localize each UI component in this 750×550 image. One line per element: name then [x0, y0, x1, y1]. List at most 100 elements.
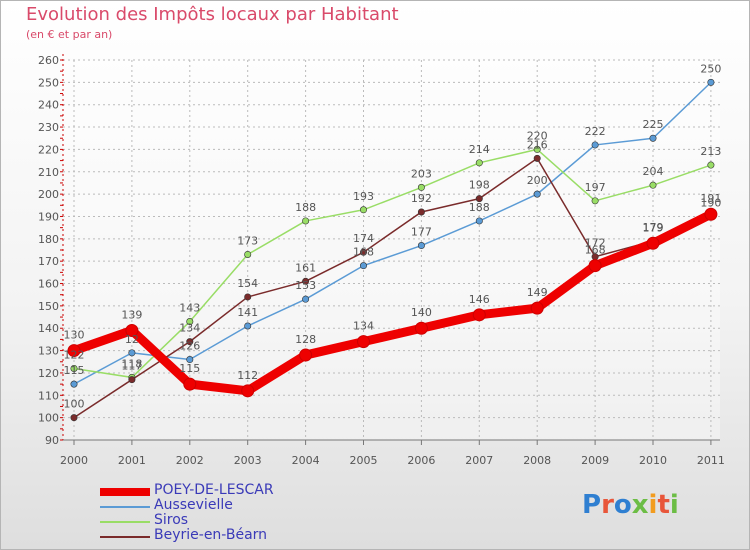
- data-point-aussevielle: [244, 322, 252, 330]
- data-label-beyrie-en-b-arn: 216: [527, 138, 548, 151]
- data-point-poey-de-lescar: [125, 323, 139, 337]
- y-tick-label: 100: [38, 412, 59, 425]
- x-tick-label: 2005: [350, 454, 378, 467]
- chart-title: Evolution des Impôts locaux par Habitant: [26, 4, 399, 25]
- data-point-beyrie-en-b-arn: [417, 208, 425, 216]
- data-point-siros: [707, 161, 715, 169]
- data-label-aussevielle: 177: [411, 226, 432, 239]
- logo-letter: P: [582, 490, 602, 520]
- y-tick-label: 130: [38, 345, 59, 358]
- data-label-aussevielle: 222: [585, 125, 606, 138]
- data-label-siros: 204: [643, 165, 664, 178]
- y-tick-label: 160: [38, 278, 59, 291]
- data-point-poey-de-lescar: [299, 348, 313, 362]
- data-point-poey-de-lescar: [530, 301, 544, 315]
- legend-swatch-siros: [100, 521, 150, 523]
- y-tick-label: 90: [45, 434, 59, 447]
- logo-letter: r: [601, 490, 614, 520]
- data-point-siros: [533, 145, 541, 153]
- y-tick-label: 190: [38, 210, 59, 223]
- data-point-siros: [475, 159, 483, 167]
- data-label-beyrie-en-b-arn: 117: [121, 360, 142, 373]
- data-label-beyrie-en-b-arn: 154: [237, 277, 258, 290]
- logo-letter: i: [669, 490, 679, 520]
- data-label-siros: 214: [469, 143, 490, 156]
- legend-swatch-beyrie-en-bearn: [100, 536, 150, 538]
- legend-label-siros: Siros: [154, 512, 189, 528]
- proxiti-logo: Proxiti: [582, 490, 679, 520]
- legend-label-poey-de-lescar: POEY-DE-LESCAR: [154, 482, 274, 498]
- data-point-poey-de-lescar: [183, 377, 197, 391]
- data-label-beyrie-en-b-arn: 198: [469, 179, 490, 192]
- data-point-siros: [591, 197, 599, 205]
- data-label-aussevielle: 126: [179, 340, 200, 353]
- data-label-poey-de-lescar: 115: [179, 362, 200, 375]
- data-label-beyrie-en-b-arn: 161: [295, 261, 316, 274]
- logo-letter: x: [631, 490, 649, 520]
- legend-label-beyrie-en-bearn: Beyrie-en-Béarn: [154, 527, 268, 543]
- data-point-poey-de-lescar: [588, 259, 602, 273]
- series-line-siros: [73, 148, 712, 379]
- data-label-aussevielle: 115: [64, 364, 85, 377]
- data-label-beyrie-en-b-arn: 100: [64, 398, 85, 411]
- data-label-aussevielle: 141: [237, 306, 258, 319]
- chart-subtitle: (en € et par an): [26, 28, 113, 41]
- data-label-poey-de-lescar: 112: [237, 369, 258, 382]
- data-label-beyrie-en-b-arn: 192: [411, 192, 432, 205]
- data-label-beyrie-en-b-arn: 190: [700, 196, 721, 209]
- data-point-siros: [359, 206, 367, 214]
- x-tick-label: 2009: [581, 454, 609, 467]
- series-line-beyrie-en-b-arn: [73, 157, 712, 419]
- y-tick-label: 150: [38, 300, 59, 313]
- data-label-poey-de-lescar: 179: [643, 221, 664, 234]
- y-tick-label: 200: [38, 188, 59, 201]
- legend-label-aussevielle: Aussevielle: [154, 497, 233, 513]
- data-label-aussevielle: 153: [295, 279, 316, 292]
- data-label-poey-de-lescar: 130: [64, 329, 85, 342]
- data-label-siros: 220: [527, 129, 548, 142]
- x-tick-label: 2008: [523, 454, 551, 467]
- data-label-siros: 193: [353, 190, 374, 203]
- x-tick-label: 2000: [60, 454, 88, 467]
- data-point-poey-de-lescar: [646, 236, 660, 250]
- data-point-siros: [649, 181, 657, 189]
- y-tick-label: 170: [38, 255, 59, 268]
- data-point-beyrie-en-b-arn: [128, 376, 136, 384]
- data-point-aussevielle: [533, 190, 541, 198]
- logo-letter: i: [648, 490, 658, 520]
- data-point-aussevielle: [417, 242, 425, 250]
- data-label-poey-de-lescar: 149: [527, 286, 548, 299]
- data-point-poey-de-lescar: [472, 308, 486, 322]
- y-tick-label: 240: [38, 99, 59, 112]
- data-point-siros: [70, 364, 78, 372]
- data-point-aussevielle: [475, 217, 483, 225]
- x-tick-label: 2002: [176, 454, 204, 467]
- y-tick-label: 120: [38, 367, 59, 380]
- x-tick-label: 2001: [118, 454, 146, 467]
- data-label-siros: 213: [700, 145, 721, 158]
- data-point-poey-de-lescar: [357, 335, 370, 349]
- data-label-poey-de-lescar: 128: [295, 333, 316, 346]
- data-label-siros: 197: [585, 181, 606, 194]
- data-label-beyrie-en-b-arn: 179: [643, 221, 664, 234]
- data-point-siros: [186, 318, 194, 326]
- data-point-poey-de-lescar: [241, 384, 255, 398]
- data-label-poey-de-lescar: 140: [411, 306, 432, 319]
- data-point-aussevielle: [128, 349, 136, 357]
- y-tick-label: 260: [38, 54, 59, 67]
- data-point-aussevielle: [649, 134, 657, 142]
- data-point-beyrie-en-b-arn: [302, 277, 310, 285]
- data-point-aussevielle: [70, 380, 78, 388]
- data-point-beyrie-en-b-arn: [533, 154, 541, 162]
- y-tick-label: 250: [38, 76, 59, 89]
- data-label-aussevielle: 12: [125, 333, 139, 346]
- y-tick-label: 220: [38, 143, 59, 156]
- legend-swatch-poey-de-lescar: [100, 488, 150, 496]
- x-tick-label: 2007: [465, 454, 493, 467]
- logo-letter: t: [657, 490, 670, 520]
- data-label-siros: 143: [179, 302, 200, 315]
- data-point-siros: [302, 217, 310, 225]
- data-point-beyrie-en-b-arn: [186, 338, 194, 346]
- x-tick-label: 2003: [234, 454, 262, 467]
